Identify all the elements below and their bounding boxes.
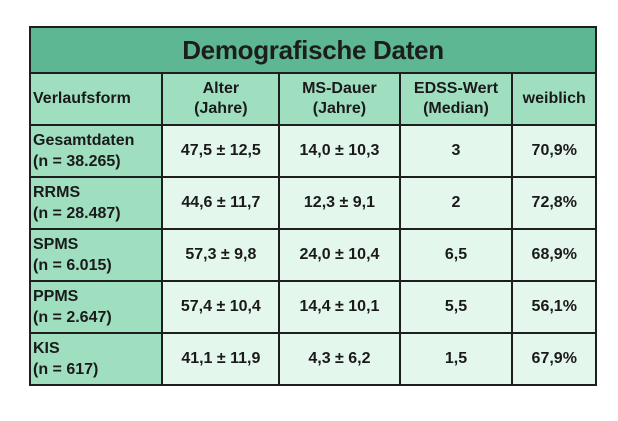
row-name: SPMS <box>33 236 79 253</box>
cell-dauer: 4,3 ± 6,2 <box>278 332 401 386</box>
demographics-table: Demografische Daten Verlaufsform Alter (… <box>28 26 597 386</box>
table-row: KIS (n = 617) 41,1 ± 11,9 4,3 ± 6,2 1,5 … <box>28 332 597 386</box>
cell-edss: 1,5 <box>398 332 514 386</box>
cell-dauer: 14,0 ± 10,3 <box>278 124 401 178</box>
header-row: Verlaufsform Alter (Jahre) MS-Dauer (Jah… <box>28 72 597 126</box>
header-weiblich: weiblich <box>511 72 597 126</box>
header-ms-dauer: MS-Dauer (Jahre) <box>278 72 401 126</box>
header-edss: EDSS-Wert (Median) <box>398 72 514 126</box>
cell-weiblich: 68,9% <box>511 228 597 282</box>
cell-weiblich: 70,9% <box>511 124 597 178</box>
cell-weiblich: 67,9% <box>511 332 597 386</box>
table-row: SPMS (n = 6.015) 57,3 ± 9,8 24,0 ± 10,4 … <box>28 228 597 282</box>
header-alter: Alter (Jahre) <box>161 72 281 126</box>
cell-weiblich: 72,8% <box>511 176 597 230</box>
cell-alter: 41,1 ± 11,9 <box>161 332 281 386</box>
title-row: Demografische Daten <box>29 26 597 74</box>
header-dauer-line1: MS-Dauer <box>302 80 377 97</box>
cell-edss: 6,5 <box>398 228 514 282</box>
row-label: SPMS (n = 6.015) <box>28 228 164 282</box>
row-label: KIS (n = 617) <box>28 332 164 386</box>
row-name: KIS <box>33 340 60 357</box>
cell-edss: 5,5 <box>398 280 514 334</box>
table-title: Demografische Daten <box>29 26 597 74</box>
row-n: (n = 38.265) <box>33 153 121 170</box>
header-edss-line1: EDSS-Wert <box>413 80 499 97</box>
cell-alter: 57,4 ± 10,4 <box>161 280 281 334</box>
table-row: Gesamtdaten (n = 38.265) 47,5 ± 12,5 14,… <box>28 124 597 178</box>
row-name: PPMS <box>33 288 79 305</box>
header-alter-line2: (Jahre) <box>194 100 248 117</box>
header-alter-line1: Alter <box>202 80 240 97</box>
row-label: Gesamtdaten (n = 38.265) <box>28 124 164 178</box>
cell-weiblich: 56,1% <box>511 280 597 334</box>
table-row: RRMS (n = 28.487) 44,6 ± 11,7 12,3 ± 9,1… <box>28 176 597 230</box>
cell-alter: 44,6 ± 11,7 <box>161 176 281 230</box>
cell-dauer: 24,0 ± 10,4 <box>278 228 401 282</box>
row-label: RRMS (n = 28.487) <box>28 176 164 230</box>
cell-dauer: 12,3 ± 9,1 <box>278 176 401 230</box>
table-row: PPMS (n = 2.647) 57,4 ± 10,4 14,4 ± 10,1… <box>28 280 597 334</box>
header-verlaufsform: Verlaufsform <box>28 72 164 126</box>
row-label: PPMS (n = 2.647) <box>28 280 164 334</box>
cell-edss: 3 <box>398 124 514 178</box>
header-dauer-line2: (Jahre) <box>312 100 367 117</box>
cell-alter: 47,5 ± 12,5 <box>161 124 281 178</box>
row-n: (n = 6.015) <box>33 257 112 274</box>
row-name: RRMS <box>33 184 81 201</box>
cell-dauer: 14,4 ± 10,1 <box>278 280 401 334</box>
row-n: (n = 617) <box>33 361 99 378</box>
row-n: (n = 28.487) <box>33 205 121 222</box>
demographics-table-wrapper: Demografische Daten Verlaufsform Alter (… <box>28 26 597 386</box>
cell-edss: 2 <box>398 176 514 230</box>
header-edss-line2: (Median) <box>423 100 489 117</box>
row-name: Gesamtdaten <box>33 132 135 149</box>
cell-alter: 57,3 ± 9,8 <box>161 228 281 282</box>
row-n: (n = 2.647) <box>33 309 112 326</box>
